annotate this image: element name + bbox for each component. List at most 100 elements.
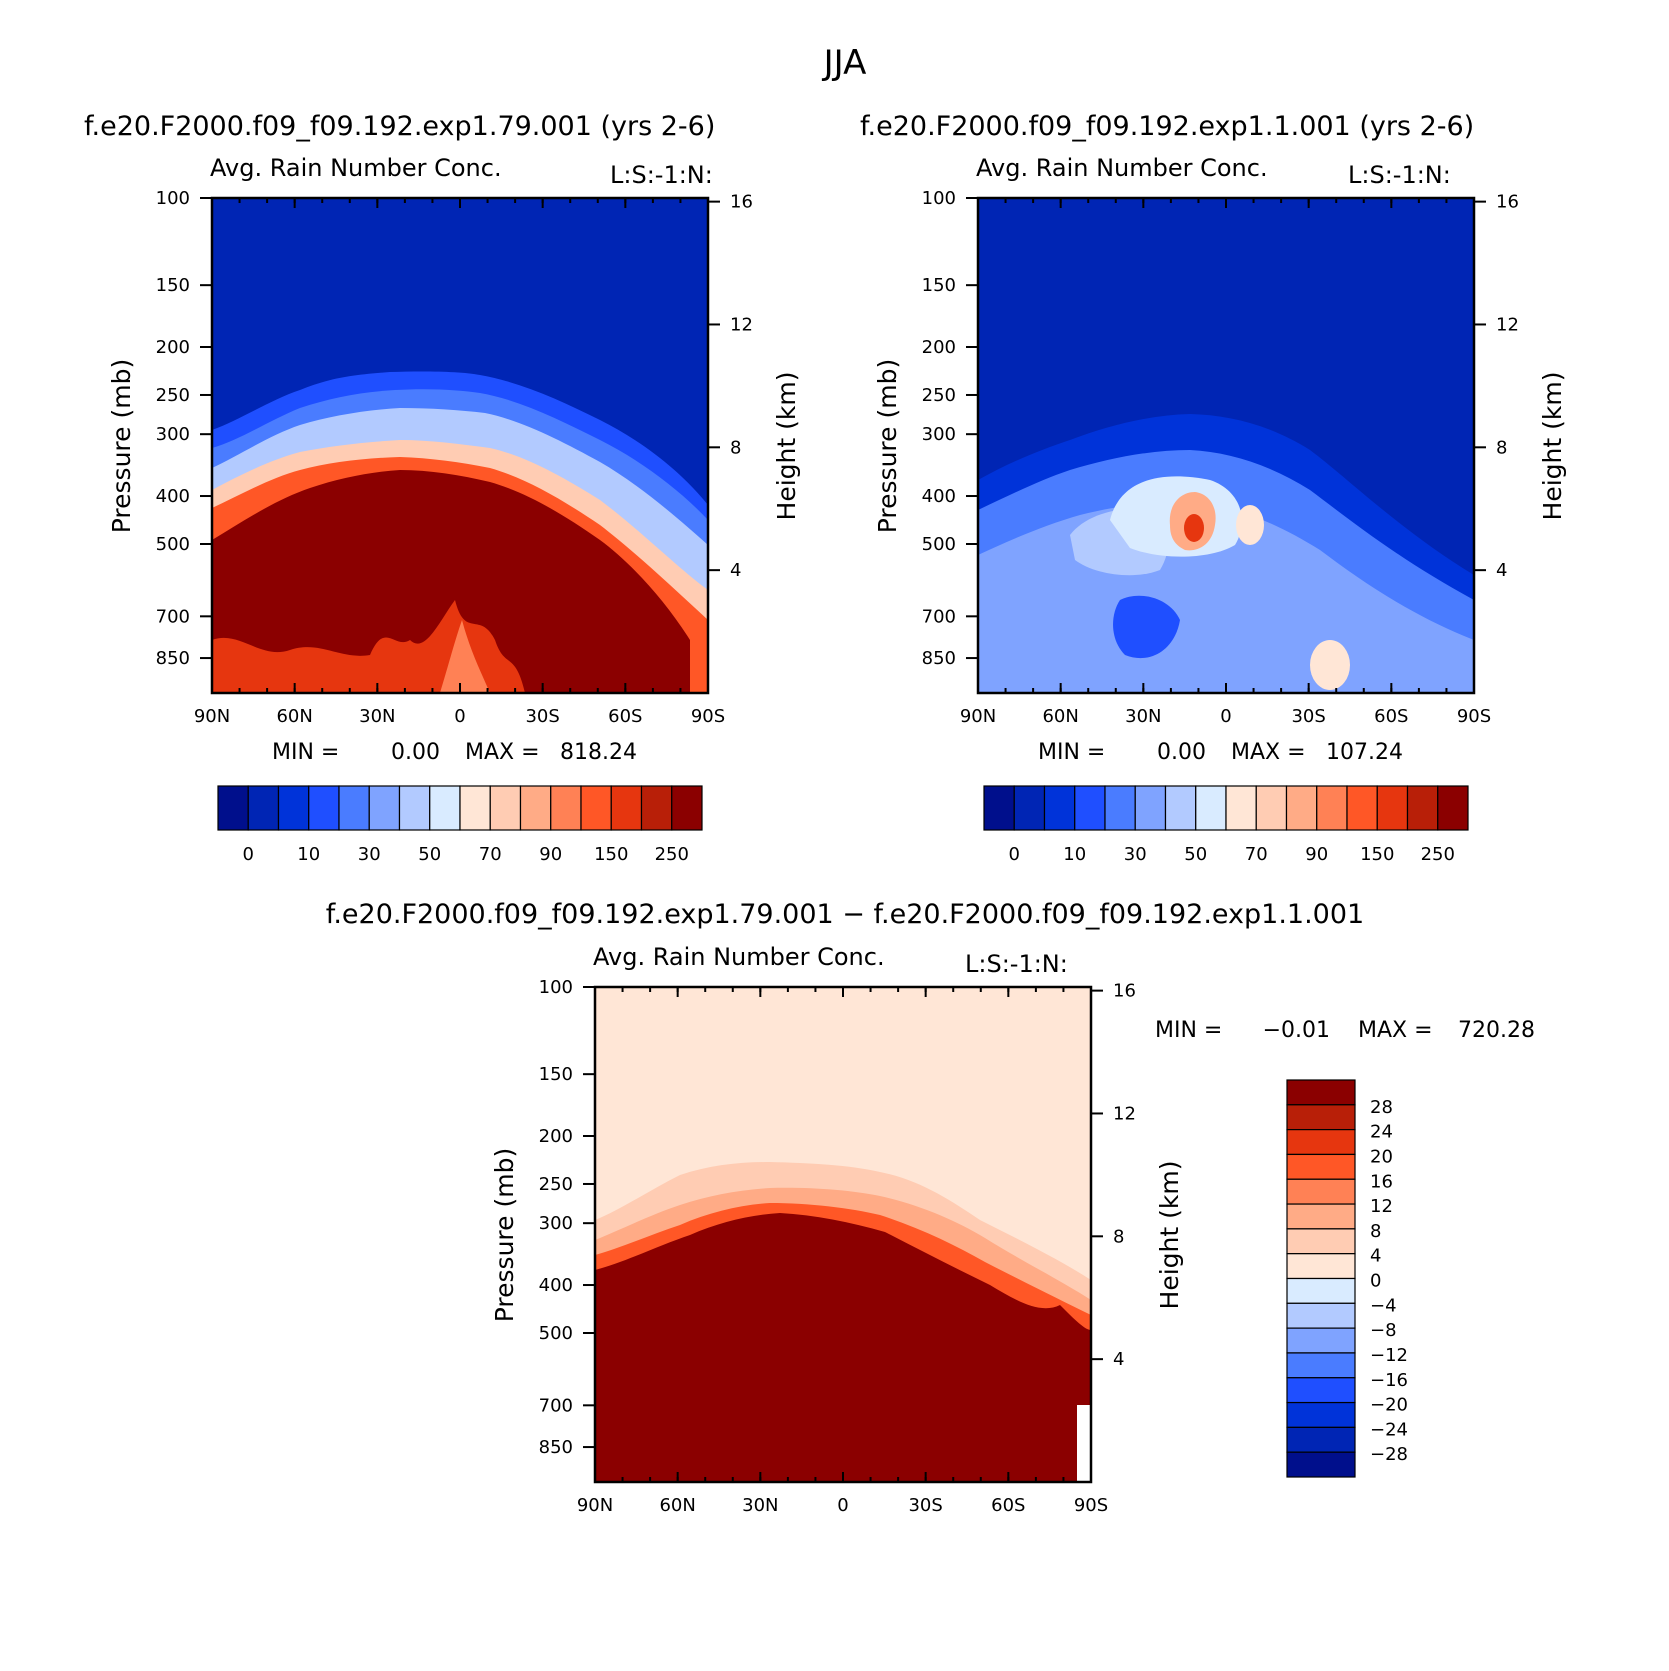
- x-tick-label: 60N: [659, 1495, 695, 1516]
- colorbar-exp1: 0 10 30 50 70 90 150 250: [983, 785, 1469, 865]
- colorbar-label: 4: [1370, 1246, 1381, 1267]
- x-tick-label: 90S: [691, 706, 725, 727]
- colorbar-label: −20: [1370, 1395, 1408, 1416]
- y2-tick-label: 16: [1113, 981, 1136, 1002]
- colorbar-swatch: [1225, 785, 1257, 831]
- colorbar-label: 250: [1421, 844, 1455, 865]
- colorbar-swatch: [1286, 1277, 1356, 1304]
- colorbar-label: 16: [1370, 1171, 1393, 1192]
- colorbar-swatch: [247, 785, 280, 831]
- y2-tick-label: 4: [1113, 1349, 1124, 1370]
- difference-title: f.e20.F2000.f09_f09.192.exp1.79.001 − f.…: [326, 899, 1364, 930]
- y-tick-label: 400: [156, 486, 190, 507]
- x-tick-label: 60N: [276, 706, 312, 727]
- colorbar-swatch: [1286, 1079, 1356, 1106]
- colorbar-swatch: [580, 785, 612, 831]
- colorbar-swatch: [1406, 785, 1439, 831]
- colorbar-label: −16: [1370, 1370, 1408, 1391]
- colorbar-swatch: [368, 785, 401, 831]
- min-label-exp1: MIN =: [1038, 740, 1105, 765]
- y-tick-label: 150: [156, 275, 190, 296]
- y-tick-label: 250: [156, 385, 190, 406]
- colorbar-swatch: [550, 785, 582, 831]
- colorbar-diff: 28 24 20 16 12 8 4 0 −4 −8 −12 −16 −20 −24 −28: [1286, 1079, 1408, 1478]
- contour-field-exp1: [978, 198, 1474, 693]
- colorbar-swatch: [1286, 1401, 1356, 1428]
- colorbar-swatch: [1437, 785, 1469, 831]
- x-tick-label: 30N: [742, 1495, 778, 1516]
- y2-axis-title-diff: Height (km): [1155, 1161, 1184, 1310]
- contour-field-diff: [595, 987, 1091, 1482]
- figure-title: JJA: [822, 43, 867, 83]
- field-lower-mix-2: [440, 620, 490, 693]
- y2-tick-label: 12: [730, 314, 753, 335]
- y-tick-label: 100: [922, 188, 956, 209]
- field-edge-white: [1077, 1405, 1091, 1482]
- x-ticks-diff: 90N 60N 30N 0 30S 60S 90S: [577, 987, 1108, 1516]
- colorbar-swatch: [1286, 1104, 1356, 1131]
- y-tick-label: 500: [539, 1323, 573, 1344]
- y-tick-label: 250: [922, 385, 956, 406]
- y2-tick-label: 12: [1496, 314, 1519, 335]
- field-patch-max: [1184, 514, 1204, 542]
- colorbar-label: −24: [1370, 1419, 1408, 1440]
- x-tick-label: 90N: [960, 706, 996, 727]
- max-value-exp1: 107.24: [1326, 740, 1403, 765]
- field-core: [595, 1213, 1091, 1482]
- field-core: [212, 470, 690, 693]
- colorbar-label: −4: [1370, 1295, 1397, 1316]
- colorbar-swatch: [1285, 785, 1318, 831]
- colorbar-swatch: [308, 785, 340, 831]
- y-ticks-diff: 100 150 200 250 300 400 500 700 850: [539, 977, 595, 1458]
- colorbar-swatch: [1195, 785, 1227, 831]
- colorbar-label: 8: [1370, 1221, 1381, 1242]
- x-tick-label: 60S: [608, 706, 642, 727]
- y-tick-label: 500: [156, 534, 190, 555]
- max-label-exp79: MAX =: [465, 740, 540, 765]
- y-axis-title-exp79: Pressure (mb): [107, 359, 136, 533]
- colorbar-swatch: [610, 785, 643, 831]
- y-tick-label: 250: [539, 1174, 573, 1195]
- colorbar-label: 20: [1370, 1146, 1393, 1167]
- y-tick-label: 200: [539, 1126, 573, 1147]
- y-tick-label: 850: [922, 648, 956, 669]
- colorbar-label: 12: [1370, 1196, 1393, 1217]
- field-patch-lower-2: [1310, 640, 1350, 690]
- y-tick-label: 700: [156, 606, 190, 627]
- y-tick-label: 300: [922, 424, 956, 445]
- field-patch-side: [1236, 505, 1264, 545]
- level-label-exp79: L:S:-1:N:: [610, 161, 713, 189]
- colorbar-label: 0: [243, 844, 254, 865]
- y-axis-title-exp1: Pressure (mb): [873, 359, 902, 533]
- colorbar-swatch: [1346, 785, 1378, 831]
- colorbar-swatch: [1043, 785, 1076, 831]
- x-tick-label: 30S: [1291, 706, 1325, 727]
- panel-diff: Avg. Rain Number Conc. L:S:-1:N: Pressur…: [490, 943, 1535, 1516]
- y-tick-label: 700: [922, 606, 956, 627]
- colorbar-label: 150: [1360, 844, 1394, 865]
- y-tick-label: 100: [156, 188, 190, 209]
- colorbar-label: 90: [539, 844, 562, 865]
- colorbar-swatch: [217, 785, 249, 831]
- colorbar-label: 50: [1184, 844, 1207, 865]
- y-tick-label: 300: [539, 1213, 573, 1234]
- max-value-diff: 720.28: [1458, 1018, 1535, 1043]
- panel-exp79: Avg. Rain Number Conc. L:S:-1:N: Pressur…: [107, 154, 801, 865]
- min-label-exp79: MIN =: [272, 740, 339, 765]
- x-ticks-exp1: 90N 60N 30N 0 30S 60S 90S: [960, 198, 1491, 727]
- x-tick-label: 60S: [991, 1495, 1025, 1516]
- y-tick-label: 400: [922, 486, 956, 507]
- colorbar-swatch: [1286, 1203, 1356, 1230]
- y-tick-label: 500: [922, 534, 956, 555]
- colorbar-swatch: [1286, 1327, 1356, 1354]
- colorbar-swatch: [1286, 1451, 1356, 1478]
- y2-tick-label: 16: [1496, 192, 1519, 213]
- y2-tick-label: 12: [1113, 1103, 1136, 1124]
- y2-tick-label: 8: [1496, 437, 1507, 458]
- colorbar-swatch: [1164, 785, 1197, 831]
- colorbar-label: 0: [1009, 844, 1020, 865]
- colorbar-swatch: [429, 785, 461, 831]
- colorbar-swatch: [1286, 1178, 1356, 1205]
- colorbar-swatch: [1316, 785, 1348, 831]
